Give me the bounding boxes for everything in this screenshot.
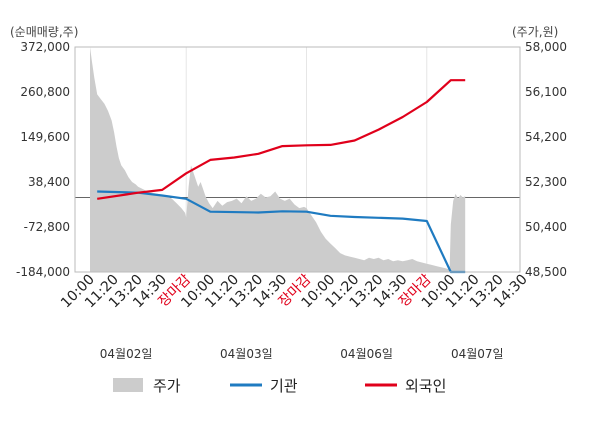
right-tick-label-1: 56,100 [525,85,567,99]
series-lines [97,79,466,274]
legend-swatch-0 [113,378,143,392]
axes: (순매매량,주) (주가,원) 372,000 260,800 149,600 38,40… [10,25,567,279]
legend-label-1: 기관 [270,377,298,395]
left-tick-label-1: 260,800 [20,85,70,99]
price-area-layer [90,47,466,272]
legend-label-0: 주가 [153,377,181,395]
right-tick-label-3: 52,300 [525,175,567,189]
series-line-0 [97,190,466,274]
right-tick-label-0: 58,000 [525,40,567,54]
date-label-3: 04월07일 [451,347,504,361]
left-tick-label-2: 149,600 [20,130,70,144]
date-labels: 04월02일 04월03일 04월06일 04월07일 [100,347,504,361]
series-price-area [90,47,466,272]
left-tick-label-3: 38,400 [28,175,70,189]
date-label-0: 04월02일 [100,347,153,361]
right-tick-label-2: 54,200 [525,130,567,144]
left-tick-label-5: -184,000 [16,265,70,279]
legend-label-2: 외국인 [405,377,446,395]
date-label-2: 04월06일 [340,347,393,361]
left-axis-unit: (순매매량,주) [10,25,78,39]
plot-border [74,46,521,273]
x-axis-ticks: 10:0011:2013:2014:30장마감10:0011:2013:2014… [58,271,531,311]
right-tick-label-4: 50,400 [525,220,567,234]
date-label-1: 04월03일 [220,347,273,361]
legend: 주가 기관 외국인 [113,377,446,395]
right-axis-unit: (주가,원) [512,25,558,39]
left-tick-label-4: -72,800 [24,220,70,234]
plot-frame [74,46,521,273]
series-line-1 [97,79,466,200]
left-tick-label-0: 372,000 [20,40,70,54]
right-tick-label-5: 48,500 [525,265,567,279]
